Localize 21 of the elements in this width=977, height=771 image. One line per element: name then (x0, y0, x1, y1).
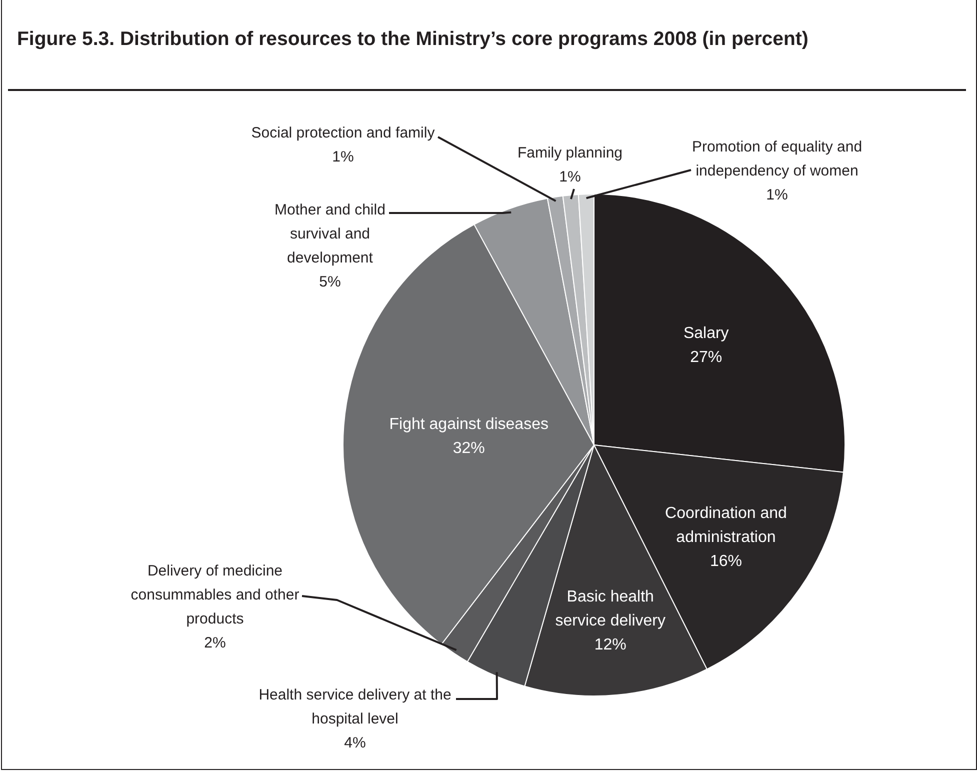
slice-label: Social protection and family (251, 124, 436, 142)
data-label: 5% (319, 273, 341, 290)
data-label: 12% (594, 636, 626, 654)
slice-label: Basic health service delivery (555, 588, 666, 630)
data-label: 16% (710, 553, 742, 570)
slice-label: Salary (683, 325, 729, 342)
slice-label: Promotion of equality and independency of women (692, 138, 862, 180)
data-label: 2% (204, 634, 226, 652)
slice-label: Coordination and administration (665, 505, 787, 546)
slice-label: Fight against diseases (389, 416, 548, 433)
data-label: 1% (332, 148, 354, 166)
slice-label: Health service delivery at the hospital level (258, 686, 452, 728)
data-label: 1% (766, 186, 788, 204)
slice-label: Delivery of medicine consummables and other products (130, 562, 300, 628)
data-label: 27% (690, 349, 722, 366)
data-label: 4% (344, 734, 366, 752)
slice-label: Family planning (517, 144, 623, 162)
chart-title: Figure 5.3. Distribution of resources to the Ministry’s core programs 2008 (in percent) (17, 28, 810, 51)
data-label: 32% (452, 440, 485, 457)
data-label: 1% (559, 168, 581, 186)
slice-label: Mother and child survival and development (274, 201, 386, 266)
